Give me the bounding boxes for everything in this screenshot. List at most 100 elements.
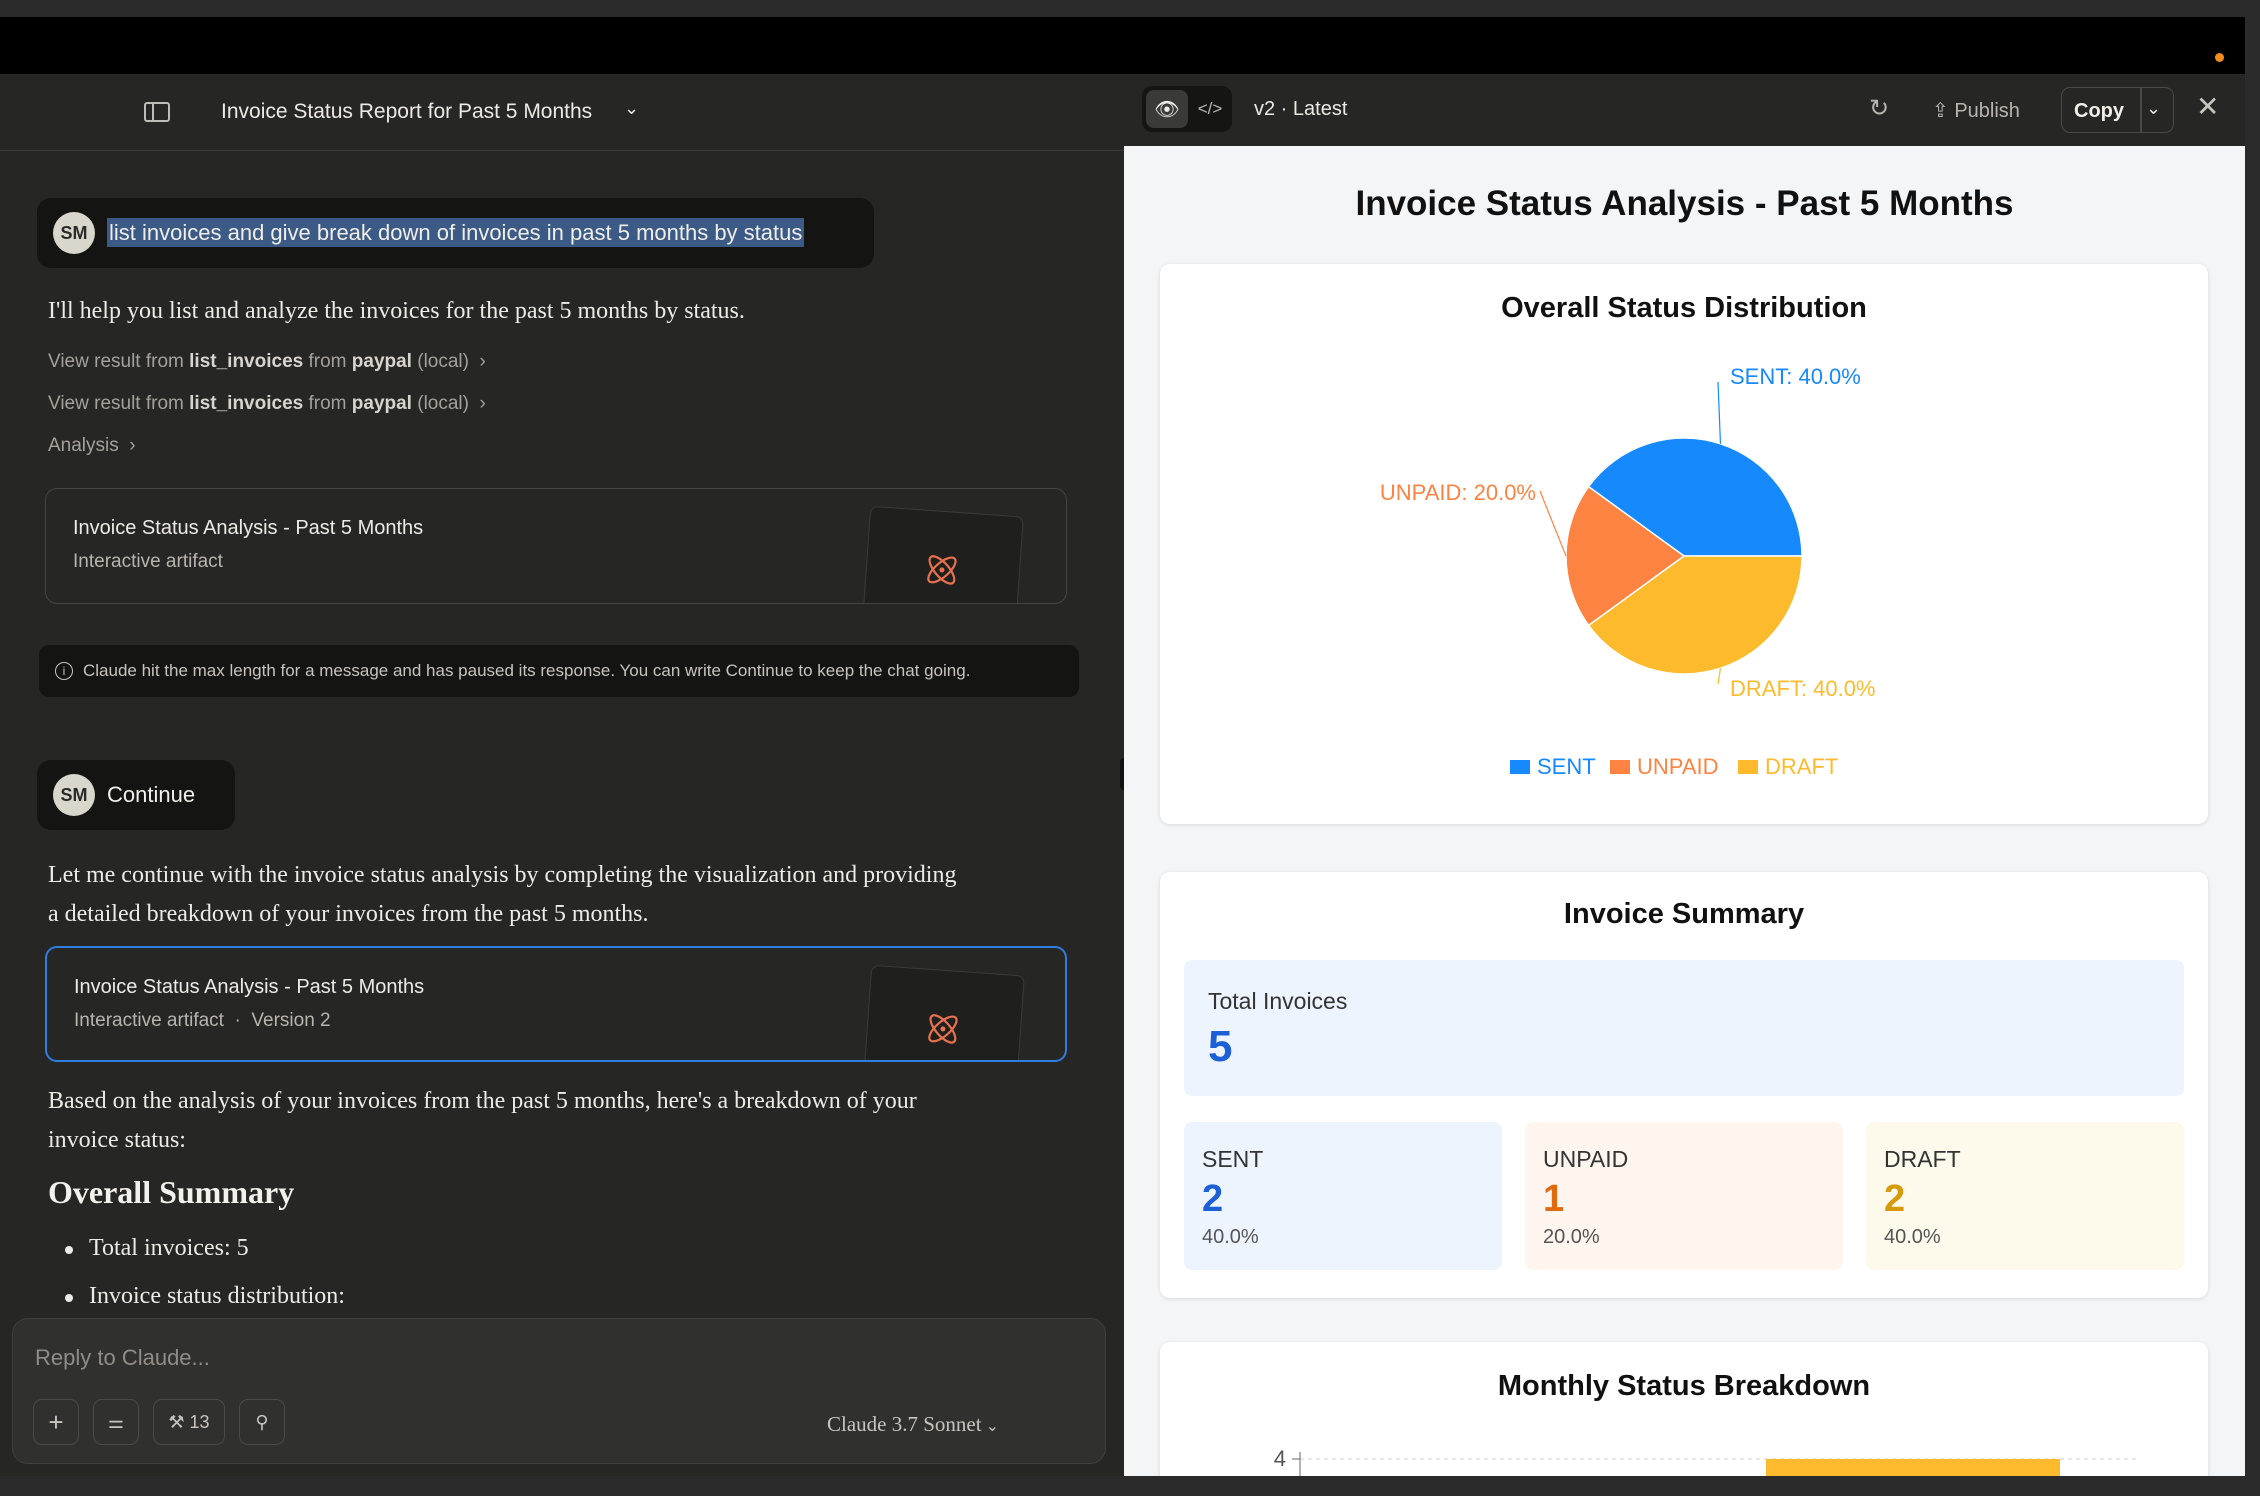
artifact-subtitle: Interactive artifact · Version 2	[74, 1010, 331, 1031]
title-bar	[0, 17, 2245, 74]
reply-composer[interactable]: Reply to Claude... + ⚌ ⚒ 13 ⚲ Claude 3.7…	[12, 1318, 1106, 1464]
pie-chart: SENT: 40.0% DRAFT: 40.0% UNPAID: 20.0%	[1380, 364, 1876, 701]
artifact-title: Invoice Status Analysis - Past 5 Months	[73, 517, 424, 539]
tool-name: list_invoices	[189, 351, 304, 372]
chart-title: Overall Status Distribution	[1501, 292, 1867, 324]
pie-slice-draft	[1587, 555, 1803, 675]
tool-result-link[interactable]: View result from list_invoices from payp…	[48, 393, 486, 414]
total-value: 5	[1208, 1022, 1233, 1071]
legend-label: SENT	[1537, 754, 1596, 779]
code-icon[interactable]: </>	[1197, 99, 1223, 118]
status-dot	[2215, 53, 2224, 62]
artifact-card-active[interactable]: Invoice Status Analysis - Past 5 Months …	[45, 946, 1067, 1062]
stat-label: SENT	[1202, 1146, 1264, 1172]
assistant-message-line: a detailed breakdown of your invoices fr…	[48, 901, 649, 927]
artifact-panel: 👁 </> v2 · Latest ↻ ⇪ Publish Copy ⌄ ✕ I…	[1124, 74, 2245, 1476]
refresh-icon[interactable]: ↻	[1869, 95, 1890, 122]
assistant-message-line: Based on the analysis of your invoices f…	[48, 1088, 917, 1114]
model-selector[interactable]: Claude 3.7 Sonnet ⌄	[827, 1412, 999, 1436]
user-message-text: list invoices and give break down of inv…	[107, 218, 805, 247]
user-message: SM Continue	[37, 760, 235, 830]
chat-header: Invoice Status Report for Past 5 Months …	[0, 74, 1124, 151]
bar-chart: 4	[1274, 1446, 2140, 1476]
preview-eye-icon[interactable]: 👁	[1146, 90, 1188, 128]
copy-button-group: Copy ⌄	[2061, 87, 2174, 133]
user-message-text: Continue	[107, 782, 196, 807]
bar-chart-title: Monthly Status Breakdown	[1497, 1370, 1871, 1402]
plus-icon: +	[48, 1406, 64, 1437]
list-item: Invoice status distribution:	[65, 1283, 345, 1310]
chevron-down-icon[interactable]: ⌄	[2146, 98, 2162, 118]
stat-draft: DRAFT 2 40.0%	[1866, 1122, 2184, 1270]
stat-value: 2	[1884, 1178, 1906, 1220]
tool-result-link[interactable]: View result from list_invoices from payp…	[48, 351, 486, 372]
tool-name: list_invoices	[189, 393, 304, 414]
tools-count: 13	[189, 1411, 210, 1432]
pie-leader-line	[1717, 668, 1722, 685]
legend-label: DRAFT	[1765, 754, 1839, 779]
stat-percent: 40.0%	[1884, 1226, 1941, 1248]
page-title: Invoice Status Analysis - Past 5 Months	[1355, 184, 2014, 223]
pie-chart-card: Overall Status Distribution SENT: 40.0% D…	[1160, 264, 2208, 824]
settings-button[interactable]: ⚌	[93, 1399, 139, 1445]
legend-swatch	[1610, 760, 1630, 774]
chevron-down-icon[interactable]: ⌄	[624, 98, 640, 118]
copy-button[interactable]: Copy	[2074, 100, 2124, 122]
pie-leader-line	[1539, 490, 1567, 557]
pie-data-label: SENT: 40.0%	[1730, 364, 1861, 389]
artifact-thumbnail	[862, 505, 1024, 603]
close-icon[interactable]: ✕	[2196, 91, 2220, 122]
legend-swatch	[1510, 760, 1530, 774]
monthly-breakdown-card: Monthly Status Breakdown 4	[1160, 1342, 2208, 1476]
chevron-down-icon: ⌄	[981, 1418, 999, 1435]
info-icon: i	[55, 662, 73, 680]
avatar: SM	[53, 212, 95, 254]
pie-data-label: UNPAID: 20.0%	[1380, 480, 1536, 505]
publish-button[interactable]: ⇪ Publish	[1932, 100, 2020, 122]
legend-item[interactable]: UNPAID	[1610, 754, 1719, 780]
list-item: Total invoices: 5	[65, 1235, 249, 1262]
summary-title: Invoice Summary	[1563, 898, 1805, 930]
server-name: paypal	[351, 393, 412, 414]
legend-swatch	[1738, 760, 1758, 774]
conversation-title[interactable]: Invoice Status Report for Past 5 Months	[221, 100, 593, 123]
plug-icon: ⚲	[255, 1411, 269, 1432]
integrations-button[interactable]: ⚲	[239, 1399, 285, 1445]
chat-panel: Invoice Status Report for Past 5 Months …	[0, 74, 1124, 1476]
pie-data-label: DRAFT: 40.0%	[1730, 676, 1876, 701]
version-label[interactable]: v2 · Latest	[1254, 98, 1348, 120]
share-icon: ⇪	[1932, 100, 1955, 122]
user-message: SM list invoices and give break down of …	[37, 198, 874, 268]
pie-slice-sent	[1587, 437, 1803, 557]
sliders-icon: ⚌	[107, 1411, 125, 1432]
hammer-icon: ⚒	[168, 1411, 190, 1432]
chevron-right-icon: ›	[118, 435, 136, 456]
chevron-right-icon: ›	[468, 393, 486, 414]
artifact-title: Invoice Status Analysis - Past 5 Months	[74, 976, 425, 998]
max-length-notice: i Claude hit the max length for a messag…	[39, 645, 1079, 697]
stat-label: DRAFT	[1884, 1146, 1961, 1172]
artifact-thumbnail	[863, 964, 1025, 1060]
sidebar-toggle-icon[interactable]	[144, 102, 170, 122]
avatar: SM	[53, 774, 95, 816]
legend-label: UNPAID	[1637, 754, 1719, 779]
stat-value: 1	[1543, 1178, 1565, 1220]
reply-input[interactable]: Reply to Claude...	[35, 1345, 210, 1370]
assistant-message: I'll help you list and analyze the invoi…	[48, 298, 745, 324]
total-invoices-box: Total Invoices 5	[1184, 960, 2184, 1096]
total-label: Total Invoices	[1208, 988, 1348, 1014]
assistant-message-line: Let me continue with the invoice status …	[48, 862, 957, 888]
y-tick-label: 4	[1274, 1446, 1286, 1471]
window-bottom-strip	[0, 1476, 2260, 1496]
legend-item[interactable]: DRAFT	[1738, 754, 1838, 780]
analysis-link[interactable]: Analysis ›	[48, 435, 136, 456]
stat-percent: 20.0%	[1543, 1226, 1600, 1248]
stat-sent: SENT 2 40.0%	[1184, 1122, 1502, 1270]
legend-item[interactable]: SENT	[1510, 754, 1596, 780]
assistant-message-line: invoice status:	[48, 1127, 186, 1153]
tools-button[interactable]: ⚒ 13	[153, 1399, 225, 1445]
artifact-toolbar: 👁 </> v2 · Latest ↻ ⇪ Publish Copy ⌄ ✕	[1124, 74, 2245, 146]
pie-slice-unpaid	[1565, 485, 1686, 627]
artifact-card[interactable]: Invoice Status Analysis - Past 5 Months …	[45, 488, 1067, 604]
add-attachment-button[interactable]: +	[33, 1399, 79, 1445]
